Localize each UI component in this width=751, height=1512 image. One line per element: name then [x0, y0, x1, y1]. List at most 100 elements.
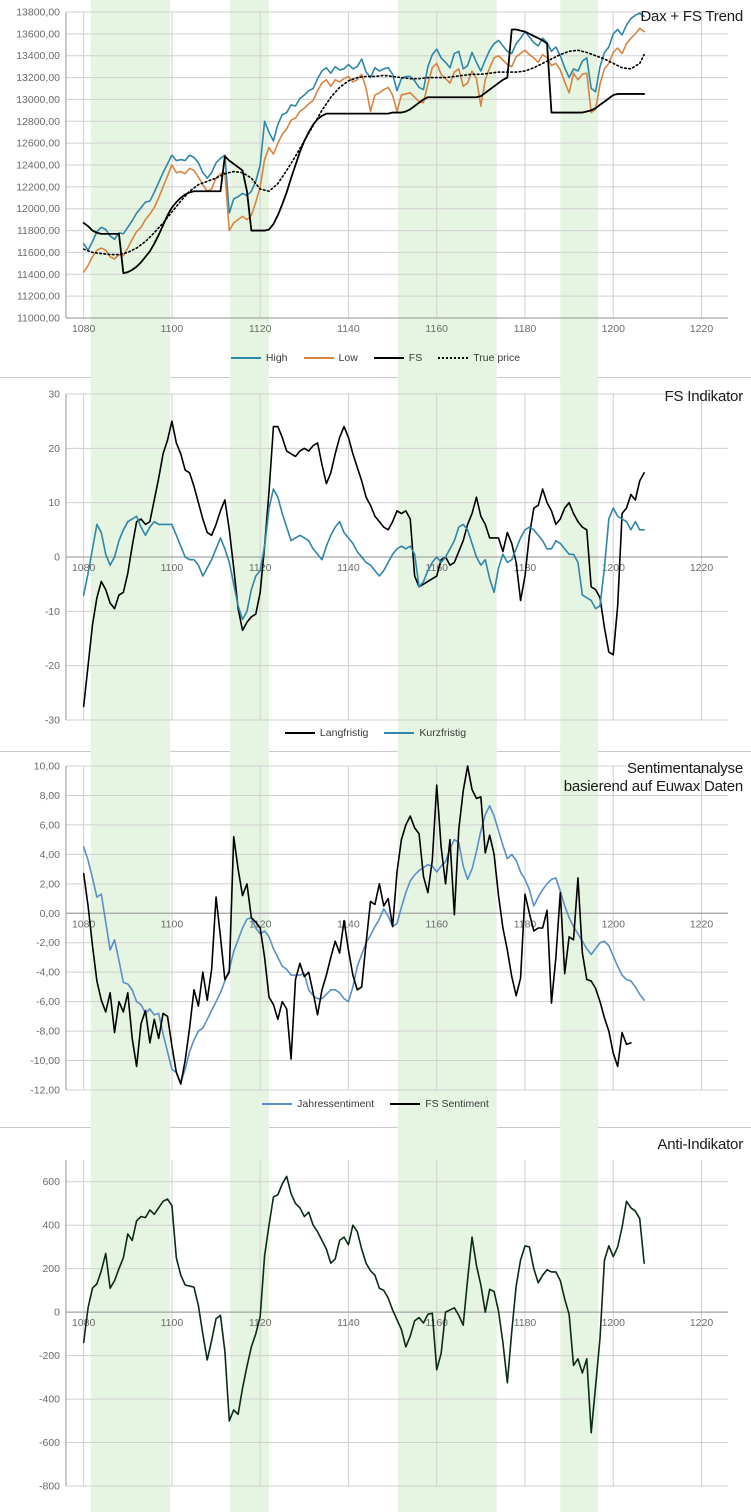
- y-tick-label: 0,00: [40, 908, 61, 920]
- y-tick-label: 12400,00: [16, 160, 60, 172]
- y-tick-label: 2,00: [40, 878, 61, 890]
- x-tick-label: 1100: [161, 562, 184, 574]
- shaded-band-1: [230, 0, 270, 378]
- legend-item-fs[interactable]: FS: [373, 352, 423, 364]
- plot-area-4: -800 -600 -400 -200 0 200 400 600 1080 1100 1120 11…: [0, 1128, 751, 1512]
- y-tick-label: 12000,00: [16, 203, 60, 215]
- shaded-band-2: [397, 752, 497, 1128]
- shaded-band-0: [90, 1128, 171, 1512]
- chart-legend-3: Jahressentiment FS Sentiment: [0, 1098, 751, 1110]
- y-tick-label: 13800,00: [16, 7, 60, 19]
- y-tick-label: -6,00: [36, 996, 60, 1008]
- y-tick-label: 600: [42, 1176, 60, 1188]
- legend-swatch-fs: [373, 357, 404, 359]
- x-tick-label: 1140: [337, 1317, 360, 1329]
- legend-label: High: [265, 352, 288, 364]
- legend-swatch-high: [230, 357, 261, 359]
- chart-panel-anti-indikator: -800 -600 -400 -200 0 200 400 600 1080 1100 1120 11…: [0, 1128, 751, 1512]
- chart-title-2: FS Indikator: [664, 388, 744, 405]
- x-tick-label: 1080: [72, 918, 96, 930]
- plot-area-1: 11000,00 11200,00 11400,00 11600,00 11800,00…: [0, 0, 751, 378]
- legend-item-high[interactable]: High: [230, 352, 288, 364]
- x-tick-label: 1200: [602, 1317, 626, 1329]
- shaded-band-3: [560, 1128, 599, 1512]
- y-tick-label: 0: [54, 1307, 60, 1319]
- series-line-low: [82, 27, 645, 273]
- y-tick-label: -200: [39, 1350, 60, 1362]
- legend-item-langfristig[interactable]: Langfristig: [284, 727, 369, 739]
- y-tick-label: -600: [39, 1437, 60, 1449]
- legend-item-fs-sentiment[interactable]: FS Sentiment: [390, 1098, 489, 1110]
- y-tick-label: -8,00: [36, 1026, 60, 1038]
- y-tick-label: 11000,00: [17, 313, 60, 325]
- legend-label: Langfristig: [319, 727, 369, 739]
- x-tick-label: 1220: [690, 918, 714, 930]
- chart-panel-sentimentanalyse: -12,00 -10,00 -8,00 -6,00 -4,00 -2,00 0,00 2,00…: [0, 752, 751, 1128]
- series-line-kurzfristig: [82, 488, 645, 621]
- legend-label: FS: [408, 352, 423, 364]
- x-tick-label: 1160: [425, 323, 448, 335]
- y-tick-label: 11400,00: [17, 269, 60, 281]
- shaded-band-1: [230, 752, 270, 1128]
- y-tick-label: -800: [39, 1481, 60, 1493]
- chart-svg-dax-fs-trend: 11000,00 11200,00 11400,00 11600,00 11800,00…: [16, 0, 728, 378]
- y-tick-label: 200: [42, 1263, 60, 1275]
- x-tick-label: 1220: [690, 562, 714, 574]
- legend-item-true-price[interactable]: True price: [438, 352, 520, 364]
- chart-legend-2: Langfristig Kurzfristig: [0, 727, 751, 739]
- shaded-band-1: [230, 1128, 270, 1512]
- legend-item-jahressentiment[interactable]: Jahressentiment: [262, 1098, 374, 1110]
- legend-swatch-kurzfristig: [384, 732, 415, 734]
- series-line-true-price: [82, 49, 645, 256]
- series-line-high: [82, 12, 645, 252]
- y-tick-label: 20: [48, 443, 60, 455]
- y-tick-label: 30: [48, 389, 60, 401]
- y-tick-label: 4,00: [40, 849, 61, 861]
- y-tick-label: 11800,00: [17, 225, 60, 237]
- y-tick-label: 8,00: [40, 790, 61, 802]
- shaded-band-3: [560, 752, 599, 1128]
- y-tick-label: -20: [45, 660, 60, 672]
- series-line-fs: [82, 28, 646, 275]
- y-tick-label: 12800,00: [16, 116, 60, 128]
- y-tick-label: 6,00: [40, 819, 61, 831]
- y-tick-label: 12600,00: [16, 138, 60, 150]
- legend-item-kurzfristig[interactable]: Kurzfristig: [384, 727, 466, 739]
- y-tick-label: -10: [45, 606, 60, 618]
- y-tick-label: -400: [39, 1394, 60, 1406]
- y-tick-label: 13400,00: [16, 50, 60, 62]
- y-tick-label: -2,00: [36, 937, 60, 949]
- chart-svg-anti-indikator: -800 -600 -400 -200 0 200 400 600 1080 1100 1120 11…: [39, 1128, 728, 1512]
- x-tick-label: 1080: [72, 1317, 96, 1329]
- x-tick-label: 1120: [249, 323, 272, 335]
- y-tick-label: 10: [48, 497, 60, 509]
- shaded-band-3: [560, 0, 599, 378]
- chart-legend-1: High Low FS True price: [0, 352, 751, 364]
- y-tick-label: 13000,00: [16, 94, 60, 106]
- x-tick-label: 1140: [337, 323, 360, 335]
- x-tick-label: 1080: [72, 562, 96, 574]
- y-tick-label: 0: [54, 552, 60, 564]
- legend-swatch-low: [303, 357, 334, 359]
- x-tick-label: 1180: [514, 323, 537, 335]
- y-tick-label: 11600,00: [17, 247, 60, 259]
- legend-item-low[interactable]: Low: [303, 352, 358, 364]
- y-tick-label: 10,00: [34, 761, 60, 773]
- legend-label: Jahressentiment: [297, 1098, 375, 1110]
- x-tick-label: 1100: [161, 323, 184, 335]
- x-tick-label: 1100: [161, 1317, 184, 1329]
- shaded-band-0: [90, 0, 171, 378]
- y-tick-label: 12200,00: [16, 181, 60, 193]
- chart-title-1: Dax + FS Trend: [640, 8, 743, 25]
- chart-title-3: Sentimentanalyse basierend auf Euwax Dat…: [563, 760, 743, 795]
- x-tick-label: 1180: [514, 1317, 537, 1329]
- shaded-band-0: [90, 378, 171, 752]
- legend-swatch-langfristig: [284, 732, 315, 734]
- shaded-band-2: [397, 1128, 497, 1512]
- x-tick-label: 1160: [425, 918, 448, 930]
- shaded-band-0: [90, 752, 171, 1128]
- y-tick-label: 13600,00: [16, 28, 60, 40]
- x-tick-label: 1080: [72, 323, 96, 335]
